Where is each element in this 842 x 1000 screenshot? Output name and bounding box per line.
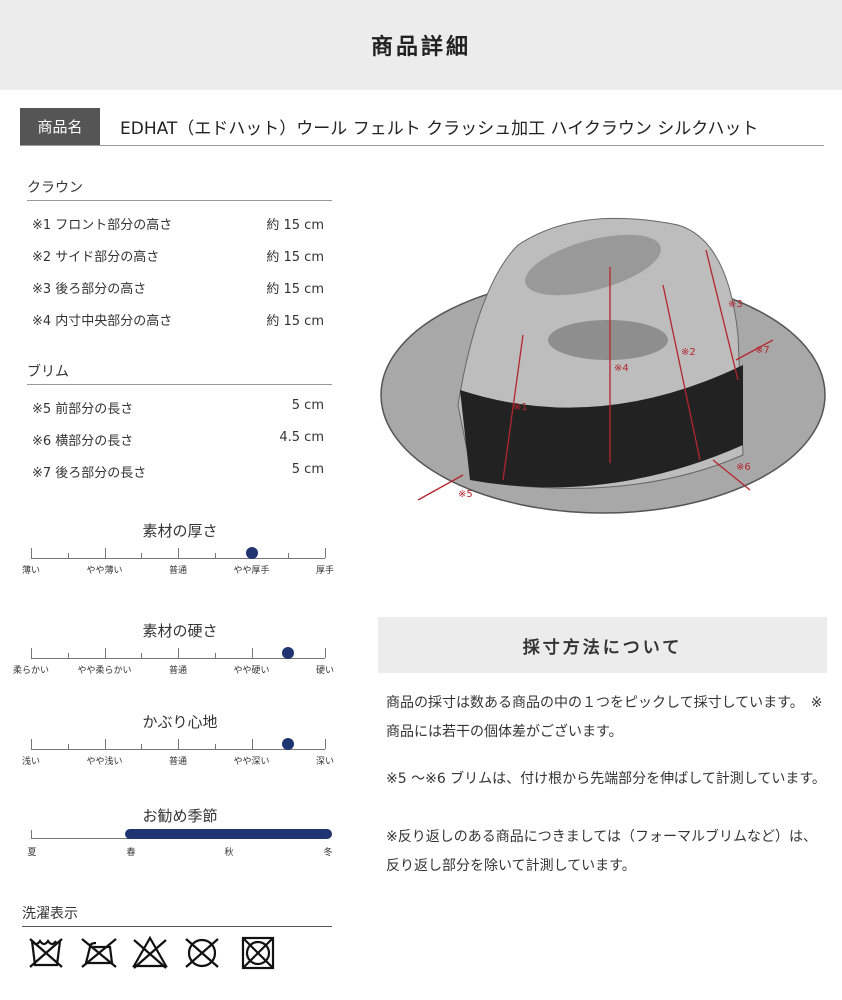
product-name-row: 商品名 EDHAT（エドハット）ウール フェルト クラッシュ加工 ハイクラウン …: [20, 108, 824, 146]
scale-title: 素材の厚さ: [142, 522, 218, 540]
spec-row: ※6 横部分の長さ 4.5 cm: [32, 430, 324, 449]
svg-text:※6: ※6: [736, 462, 751, 473]
scale-label: 普通: [168, 666, 188, 676]
measure-marks: [417, 249, 774, 501]
spec-row: ※3 後ろ部分の高さ約 15 cm: [32, 282, 324, 297]
scale-title: かぶり心地: [142, 713, 218, 731]
scale-label: やや厚手: [233, 566, 270, 576]
measure-text-2: ※5 ～※6 ブリムは、付け根から先端部分を伸ばして計測しています。: [386, 771, 826, 787]
scale-title: 素材の硬さ: [142, 622, 218, 640]
laundry-heading: 洗濯表示: [22, 903, 332, 927]
svg-text:※5: ※5: [458, 489, 473, 500]
season-bar: [125, 829, 332, 839]
scale-marker: [282, 738, 295, 750]
spec-row: ※5 前部分の長さ 5 cm: [32, 398, 324, 417]
product-name: EDHAT（エドハット）ウール フェルト クラッシュ加工 ハイクラウン シルクハ…: [120, 119, 759, 139]
scale-label: 普通: [168, 757, 188, 767]
svg-text:※7: ※7: [755, 345, 770, 356]
scale-label: 浅い: [21, 757, 41, 767]
scale-2: かぶり心地浅い やや浅い 普通 やや深い 深い: [0, 711, 345, 771]
no-tumble-dry-icon: [185, 938, 219, 968]
scale-label: やや浅い: [86, 757, 123, 767]
measure-text-3: ※反り返しのある商品につきましては（フォーマルブリムなど）は、反り返し部分を除い…: [386, 829, 818, 874]
spec-row: ※1 フロント部分の高さ約 15 cm: [32, 218, 324, 233]
scale-label: 硬い: [315, 666, 335, 676]
laundry-icons: [29, 935, 275, 970]
no-wash-icon: [29, 938, 63, 968]
brim-heading: ブリム: [27, 361, 332, 385]
scale-marker: [245, 547, 258, 559]
scale-label: やや薄い: [86, 566, 123, 576]
spec-row: ※4 内寸中央部分の高さ約 15 cm: [32, 314, 324, 329]
no-machine-dry-icon: [241, 936, 275, 970]
spec-row: ※7 後ろ部分の長さ 5 cm: [32, 462, 324, 481]
scale-label: 薄い: [21, 566, 41, 576]
hat-diagram: ※1 ※2 ※3 ※4 ※5 ※6 ※7: [380, 217, 826, 514]
no-bleach-icon: [132, 935, 168, 969]
scale-label: やや柔らかい: [77, 666, 132, 676]
crown-heading: クラウン: [27, 177, 332, 201]
season-scale: お勧め季節 夏 春 秋 冬: [0, 805, 345, 865]
measure-heading: 採寸方法について: [378, 617, 827, 673]
page-title: 商品詳細: [0, 0, 842, 90]
product-name-label: 商品名: [20, 108, 100, 145]
scale-label: 深い: [315, 757, 335, 767]
scale-label: やや硬い: [233, 666, 270, 676]
measure-text-1: 商品の採寸は数ある商品の中の１つをピックして採寸しています。 ※商品には若干の個…: [386, 695, 823, 740]
svg-text:※1: ※1: [513, 402, 528, 413]
scale-label: 厚手: [315, 566, 335, 576]
scale-label: 普通: [168, 566, 188, 576]
svg-text:※2: ※2: [681, 347, 696, 358]
spec-row: ※2 サイド部分の高さ約 15 cm: [32, 250, 324, 265]
scale-label: 柔らかい: [12, 666, 50, 676]
svg-text:※4: ※4: [614, 363, 629, 374]
scale-1: 素材の硬さ柔らかい やや柔らかい 普通 やや硬い 硬い: [0, 620, 345, 680]
scale-0: 素材の厚さ薄い やや薄い 普通 やや厚手 厚手: [0, 520, 345, 580]
svg-text:※3: ※3: [728, 299, 743, 310]
season-title: お勧め季節: [142, 807, 218, 825]
scale-marker: [282, 647, 295, 659]
scale-label: やや深い: [233, 757, 270, 767]
no-iron-icon: [81, 938, 117, 968]
